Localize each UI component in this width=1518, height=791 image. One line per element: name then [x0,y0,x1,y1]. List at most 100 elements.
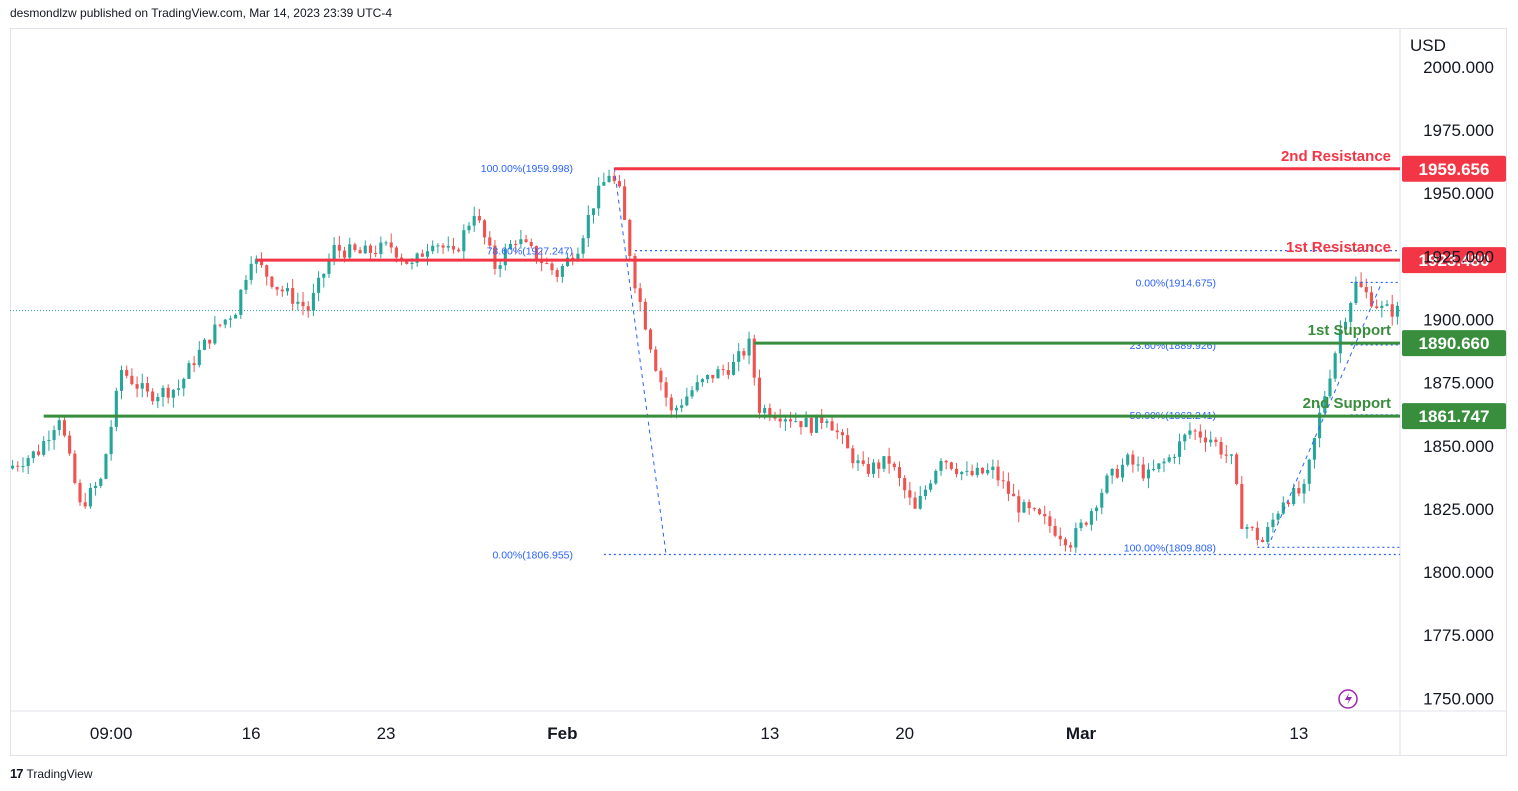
candle [1193,428,1197,440]
candle [125,365,129,379]
candle-body [794,421,798,423]
candle [1095,505,1099,521]
candle [36,444,41,457]
candle-body [1027,502,1031,509]
candle [317,271,321,302]
candle-body [42,441,46,455]
candle [1380,300,1384,318]
candle [368,243,373,260]
candle [944,459,948,470]
candle [643,298,647,331]
candle-body [166,387,170,398]
candle-body [960,471,964,475]
candle-body [1006,481,1010,494]
candle [1136,456,1140,472]
candle-body [405,260,409,264]
candle [991,459,995,479]
candle-body [467,225,471,231]
candle-body [773,417,777,419]
tradingview-footer[interactable]: 17 TradingView [10,766,93,781]
candle [607,169,611,183]
candle [1027,499,1031,515]
candle-body [1203,437,1208,443]
candle-body [1012,493,1016,497]
candle-body [1229,454,1233,456]
candle-body [1110,468,1114,476]
candle [1261,537,1265,543]
candle-body [747,338,751,356]
candle-body [809,417,813,433]
candle [83,492,87,509]
candle [835,423,839,440]
candle [804,411,808,428]
candle-body [669,397,673,411]
candle-body [493,245,497,269]
candle-body [182,378,186,389]
candle [145,376,149,398]
candle-body [1312,438,1316,460]
fib-level-label: 0.00%(1914.675) [1135,277,1216,289]
candle-body [923,489,927,496]
candle [939,458,943,476]
candle [954,462,959,478]
candle-body [545,263,549,265]
candle-body [431,245,435,252]
candle [664,377,668,407]
candle-body [1281,502,1285,514]
candle-body [685,396,689,406]
candle [130,368,134,386]
candle-body [1120,464,1125,478]
candle [1017,489,1021,523]
candle-body [94,485,98,488]
candle-body [374,252,378,255]
candle [99,477,103,489]
candle-body [690,390,694,397]
y-tick-label: 2000.000 [1423,58,1494,77]
candle-body [861,460,865,464]
candle-body [856,460,860,464]
candle [62,417,67,438]
candle [1203,429,1208,452]
candle [1312,437,1316,469]
candle [78,479,82,506]
candle-body [840,432,844,436]
candle [68,431,72,456]
tradingview-logo-icon: 17 [10,766,24,781]
candle [934,469,938,485]
price-tag [1402,403,1506,430]
candle [1012,483,1016,497]
candle [1302,479,1306,504]
candle [187,360,191,380]
candle-body [700,379,704,383]
candle [1188,422,1192,439]
candle-body [633,255,637,289]
candle [1214,437,1218,447]
candle-body [872,462,876,474]
candle [379,236,383,259]
candle-body [882,456,886,469]
x-tick-label: 16 [242,724,261,743]
candle-body [109,426,113,455]
candle-body [1037,509,1042,514]
candle [208,339,212,349]
candle-body [591,208,596,216]
candle-body [234,314,238,319]
candle-body [342,250,347,258]
candle [820,408,824,430]
candle [327,253,331,278]
candle-body [415,253,419,263]
candle [1245,524,1249,539]
candle [1307,458,1311,492]
candle [680,399,684,413]
candle-body [1017,496,1021,513]
candle [1001,471,1005,489]
candle [1032,507,1036,512]
candle [431,240,435,255]
candle-body [726,370,730,375]
candle [825,418,829,428]
candle-body [311,292,315,311]
y-tick-label: 1900.000 [1423,310,1494,329]
candle [1131,450,1135,473]
candle-body [825,421,829,423]
